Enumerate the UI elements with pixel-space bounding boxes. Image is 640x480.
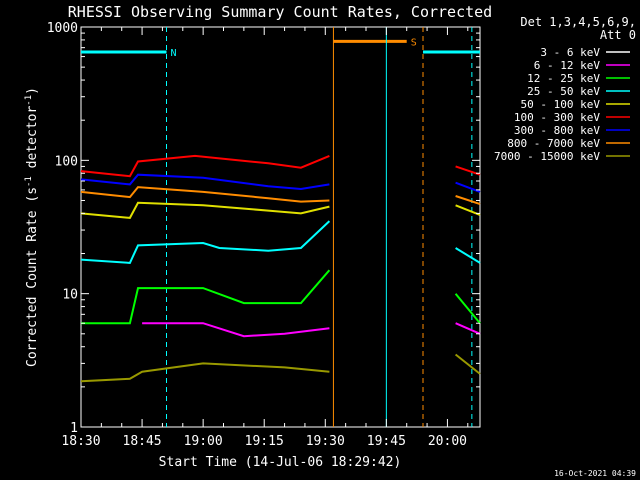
legend-label: 50 - 100 keV [521, 98, 601, 111]
flag-label: N [171, 48, 177, 59]
series-line [142, 322, 330, 338]
legend-label: 3 - 6 keV [540, 46, 600, 59]
series-line [454, 353, 481, 375]
x-axis-ticks: 18:30 18:45 19:00 19:15 19:30 19:45 20:00 [61, 27, 469, 449]
legend-header-line2: Att 0 [600, 28, 636, 42]
flag-label: S [411, 37, 417, 48]
series-line [455, 322, 481, 335]
instrument-flags: NS [81, 37, 480, 59]
y-axis-label-part2: detector [25, 106, 40, 177]
series-line [80, 220, 331, 264]
plot-frame [80, 26, 481, 428]
gap-lines [166, 27, 473, 427]
legend-label: 800 - 7000 keV [507, 137, 600, 150]
x-tick-label: 19:30 [306, 434, 345, 449]
y-tick-label: 1 [70, 421, 78, 436]
y-tick-label: 10 [62, 288, 78, 303]
y-axis-label-sup2: -1 [24, 95, 34, 106]
x-tick-label: 19:00 [184, 434, 223, 449]
legend-label: 12 - 25 keV [527, 72, 600, 85]
legend-label: 7000 - 15000 keV [494, 150, 600, 163]
x-tick-label: 19:15 [245, 434, 284, 449]
series-line [80, 201, 330, 219]
legend-header-line1: Det 1,3,4,5,6,9, [520, 15, 636, 29]
y-axis-label-part3: ) [25, 87, 40, 95]
series-lines [80, 154, 481, 383]
x-axis-label: Start Time (14-Jul-06 18:29:42) [159, 455, 402, 470]
x-tick-label: 19:45 [367, 434, 406, 449]
legend-label: 6 - 12 keV [534, 59, 601, 72]
y-axis-ticks: 1 10 100 1000 [47, 21, 480, 436]
chart-title: RHESSI Observing Summary Count Rates, Co… [68, 3, 492, 21]
y-axis-label: Corrected Count Rate (s-1 detector-1) [24, 87, 40, 367]
series-line [455, 181, 481, 193]
series-line [455, 165, 481, 176]
series-line [455, 204, 481, 216]
y-tick-label: 100 [55, 154, 78, 169]
legend-label: 300 - 800 keV [514, 124, 600, 137]
render-timestamp: 16-Oct-2021 04:39 [554, 469, 636, 478]
series-line [81, 269, 331, 325]
x-tick-label: 18:45 [123, 434, 162, 449]
y-axis-label-part1: Corrected Count Rate (s [25, 187, 40, 367]
series-line [454, 293, 481, 324]
y-axis-label-sup1: -1 [24, 176, 34, 187]
legend-label: 25 - 50 keV [527, 85, 600, 98]
series-line [80, 173, 330, 191]
x-tick-label: 20:00 [428, 434, 467, 449]
series-line [80, 154, 330, 178]
series-line [80, 186, 330, 203]
series-line [80, 362, 330, 383]
series-line [455, 247, 481, 264]
legend-label: 100 - 300 keV [514, 111, 600, 124]
series-line [455, 195, 481, 206]
y-tick-label: 1000 [47, 21, 78, 36]
x-tick-label: 18:30 [61, 434, 100, 449]
